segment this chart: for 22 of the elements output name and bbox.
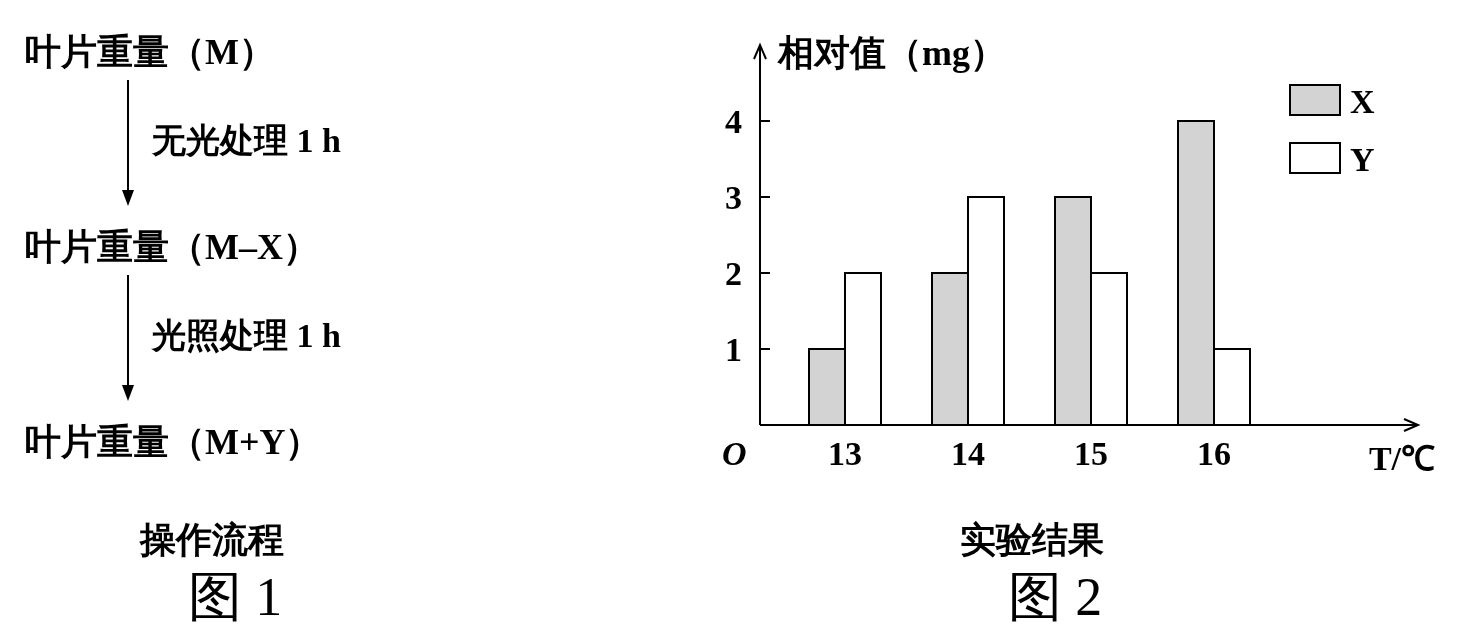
- text: O: [722, 435, 747, 472]
- y-tick-label: 1: [725, 331, 742, 368]
- text: 操作流程: [139, 520, 284, 560]
- text: 叶片重量（M–X）: [25, 227, 319, 267]
- text: 图 2: [1007, 567, 1103, 627]
- text: 光照处理 1 h: [150, 317, 341, 354]
- x-tick-label: 14: [951, 435, 985, 472]
- text: 叶片重量（M+Y）: [25, 422, 322, 462]
- text: 叶片重量（M）: [25, 32, 275, 72]
- y-tick-label: 2: [725, 255, 742, 292]
- text: 图 1: [187, 567, 283, 627]
- legend-label: Y: [1350, 141, 1375, 178]
- x-tick-label: 15: [1074, 435, 1108, 472]
- text: 无光处理 1 h: [151, 122, 341, 159]
- legend-label: X: [1350, 83, 1375, 120]
- y-axis-title: 相对值（mg）: [777, 33, 1006, 73]
- x-axis-title: T/℃: [1368, 440, 1435, 477]
- text: 实验结果: [960, 520, 1104, 560]
- x-tick-label: 16: [1197, 435, 1231, 472]
- y-tick-label: 4: [725, 103, 742, 140]
- y-tick-label: 3: [725, 179, 742, 216]
- x-tick-label: 13: [828, 435, 862, 472]
